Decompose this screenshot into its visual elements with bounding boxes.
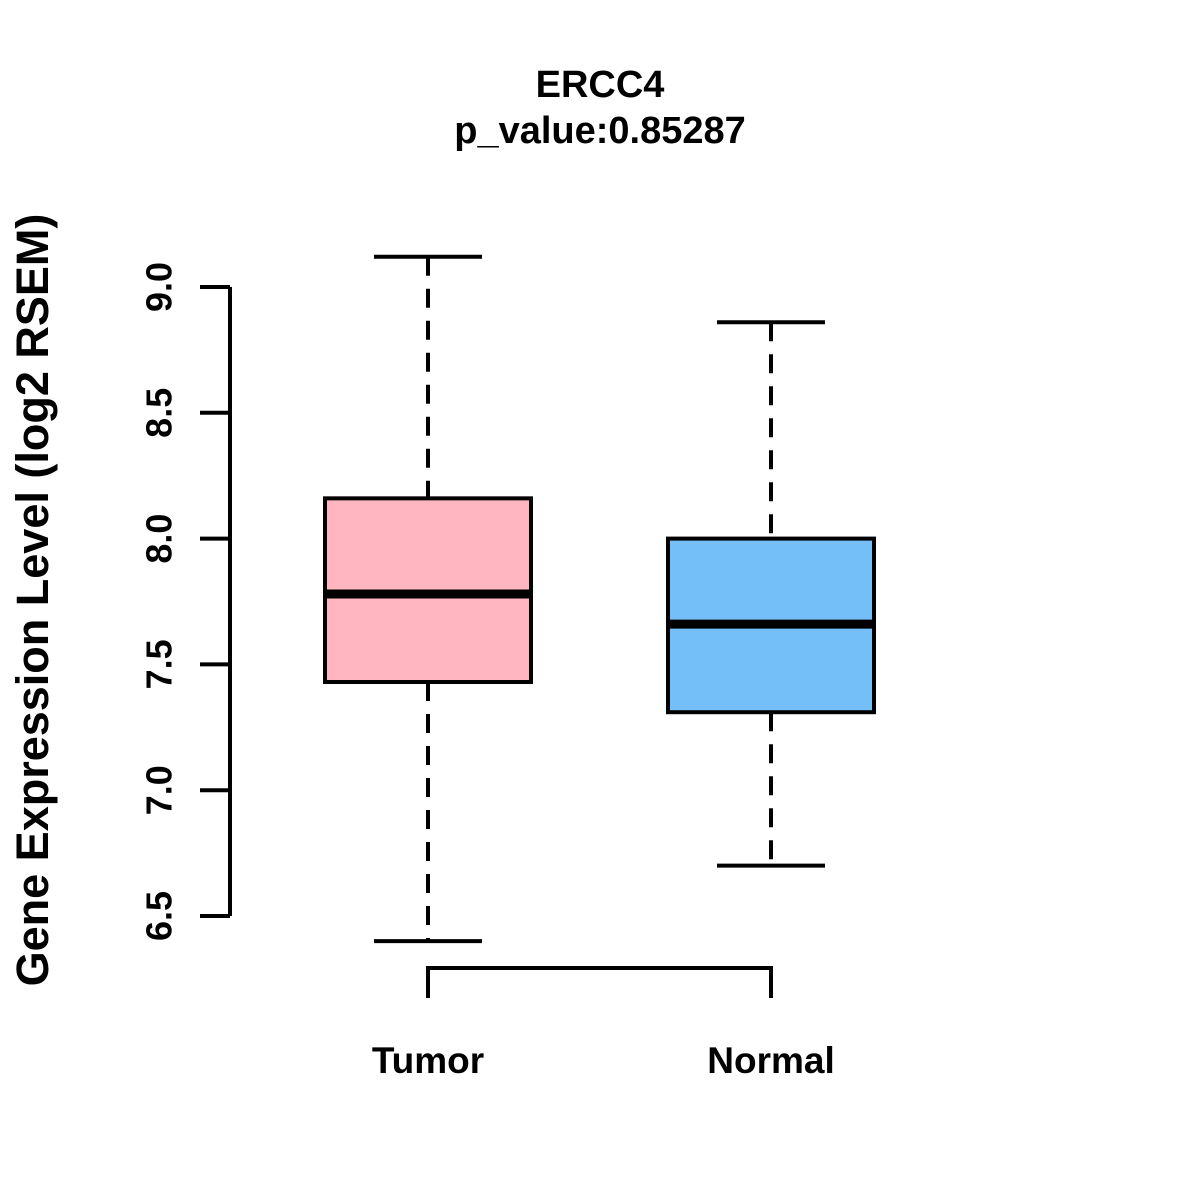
chart-title-block: ERCC4 p_value:0.85287: [0, 62, 1200, 154]
y-tick-label: 6.5: [139, 891, 180, 941]
p-value-subtitle: p_value:0.85287: [454, 110, 746, 152]
y-tick-label: 7.5: [139, 639, 180, 689]
y-tick-label: 7.0: [139, 765, 180, 815]
y-tick-label: 9.0: [139, 262, 180, 312]
y-tick-label: 8.5: [139, 388, 180, 438]
gene-title: ERCC4: [535, 64, 665, 106]
x-label-tumor: Tumor: [372, 1040, 484, 1081]
y-tick-label: 8.0: [139, 514, 180, 564]
x-label-normal: Normal: [707, 1040, 834, 1081]
comparison-bracket: [426, 966, 773, 998]
